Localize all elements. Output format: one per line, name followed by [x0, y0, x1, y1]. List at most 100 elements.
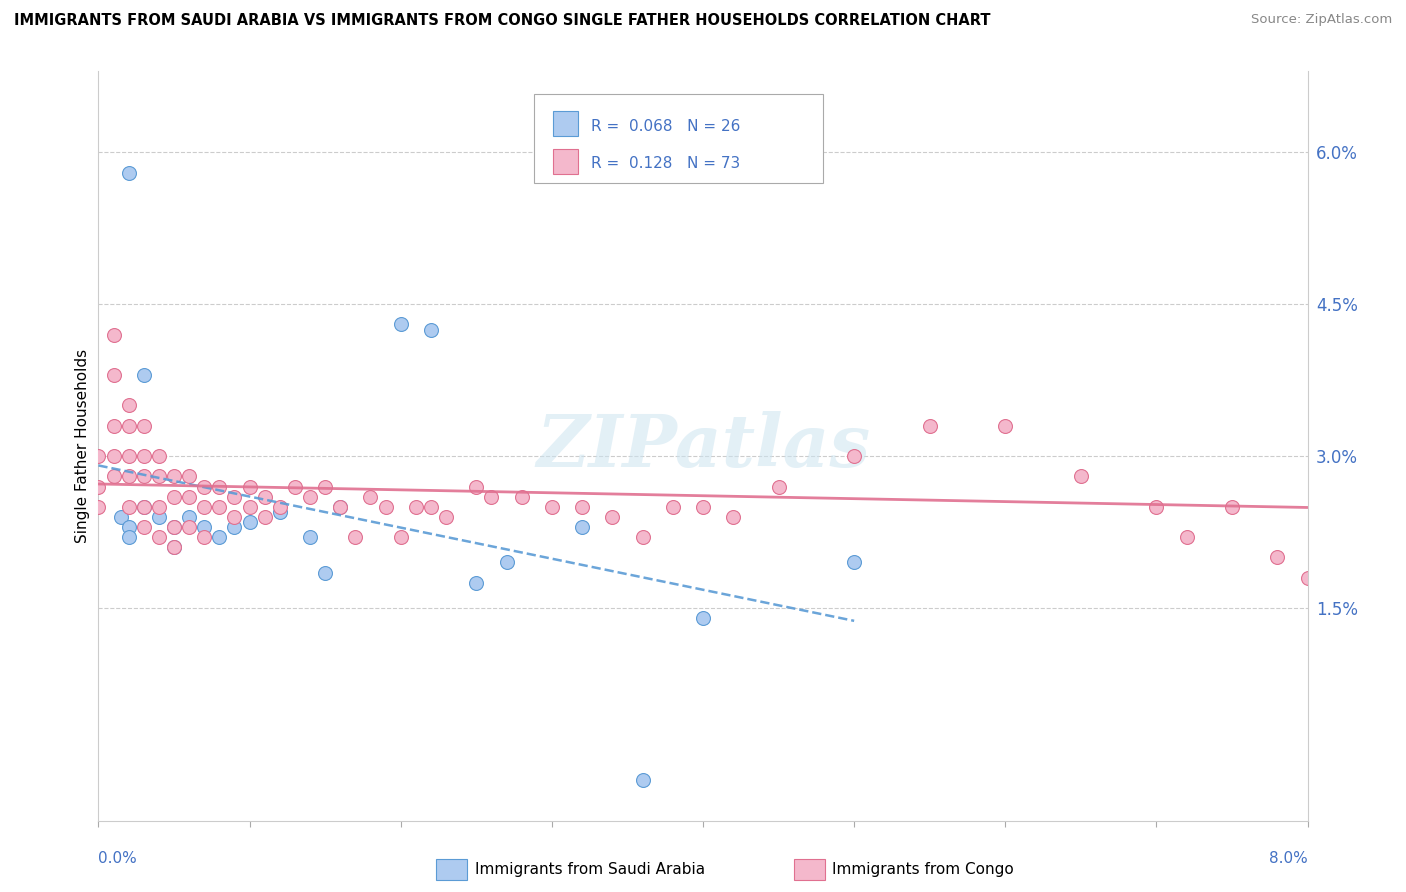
Point — [510, 490, 533, 504]
Point — [239, 500, 262, 514]
Point — [132, 469, 155, 483]
Point — [314, 566, 336, 580]
Point — [360, 490, 382, 504]
Point — [631, 530, 654, 544]
Point — [661, 500, 683, 514]
Point — [87, 479, 110, 493]
Point — [179, 520, 201, 534]
Point — [179, 509, 201, 524]
Point — [132, 520, 155, 534]
Point — [540, 500, 562, 514]
Point — [148, 469, 170, 483]
Point — [163, 541, 186, 555]
Text: ZIPatlas: ZIPatlas — [536, 410, 870, 482]
Text: 0.0%: 0.0% — [98, 851, 138, 866]
Point — [208, 500, 231, 514]
Point — [465, 575, 488, 590]
Point — [118, 166, 141, 180]
Point — [314, 479, 336, 493]
Point — [193, 500, 215, 514]
Point — [389, 318, 412, 332]
Point — [465, 479, 488, 493]
Point — [344, 530, 367, 544]
Point — [148, 509, 170, 524]
Point — [132, 368, 155, 383]
Point — [405, 500, 427, 514]
Point — [87, 449, 110, 463]
Point — [132, 500, 155, 514]
Point — [224, 520, 246, 534]
Text: Immigrants from Saudi Arabia: Immigrants from Saudi Arabia — [475, 863, 706, 877]
Point — [1296, 571, 1319, 585]
Point — [163, 469, 186, 483]
Text: 8.0%: 8.0% — [1268, 851, 1308, 866]
Point — [723, 509, 745, 524]
Point — [118, 399, 141, 413]
Point — [87, 500, 110, 514]
Point — [571, 520, 593, 534]
Point — [1175, 530, 1198, 544]
Point — [103, 418, 125, 433]
Point — [481, 490, 503, 504]
Point — [374, 500, 396, 514]
Point — [329, 500, 352, 514]
Point — [844, 449, 866, 463]
Point — [692, 500, 714, 514]
Point — [253, 509, 276, 524]
Point — [193, 520, 215, 534]
Point — [299, 530, 322, 544]
Text: Source: ZipAtlas.com: Source: ZipAtlas.com — [1251, 13, 1392, 27]
Point — [163, 520, 186, 534]
Text: IMMIGRANTS FROM SAUDI ARABIA VS IMMIGRANTS FROM CONGO SINGLE FATHER HOUSEHOLDS C: IMMIGRANTS FROM SAUDI ARABIA VS IMMIGRAN… — [14, 13, 991, 29]
Point — [918, 418, 941, 433]
Point — [103, 469, 125, 483]
Point — [602, 509, 624, 524]
Point — [103, 327, 125, 342]
Point — [224, 490, 246, 504]
Text: R =  0.128   N = 73: R = 0.128 N = 73 — [591, 156, 740, 171]
Point — [118, 418, 141, 433]
Point — [1070, 469, 1092, 483]
Point — [1146, 500, 1168, 514]
Point — [118, 520, 141, 534]
Point — [844, 556, 866, 570]
Point — [299, 490, 322, 504]
Point — [253, 490, 276, 504]
Point — [1267, 550, 1289, 565]
Point — [179, 469, 201, 483]
Point — [118, 469, 141, 483]
Point — [420, 500, 443, 514]
Point — [269, 500, 291, 514]
Point — [163, 520, 186, 534]
Text: Immigrants from Congo: Immigrants from Congo — [832, 863, 1014, 877]
Point — [179, 490, 201, 504]
Point — [768, 479, 790, 493]
Point — [239, 479, 262, 493]
Point — [118, 530, 141, 544]
Point — [163, 541, 186, 555]
Point — [284, 479, 307, 493]
Point — [118, 449, 141, 463]
Point — [132, 500, 155, 514]
Point — [148, 530, 170, 544]
Point — [329, 500, 352, 514]
Point — [103, 449, 125, 463]
Text: R =  0.068   N = 26: R = 0.068 N = 26 — [591, 119, 740, 134]
Point — [420, 322, 443, 336]
Point — [118, 500, 141, 514]
Point — [389, 530, 412, 544]
Point — [208, 479, 231, 493]
Point — [163, 490, 186, 504]
Point — [103, 368, 125, 383]
Point — [193, 530, 215, 544]
Point — [434, 509, 457, 524]
Point — [1220, 500, 1243, 514]
Point — [269, 505, 291, 519]
Point — [239, 515, 262, 529]
Point — [495, 556, 517, 570]
Point — [631, 773, 654, 788]
Point — [132, 418, 155, 433]
Point — [571, 500, 593, 514]
Y-axis label: Single Father Households: Single Father Households — [75, 349, 90, 543]
Point — [193, 479, 215, 493]
